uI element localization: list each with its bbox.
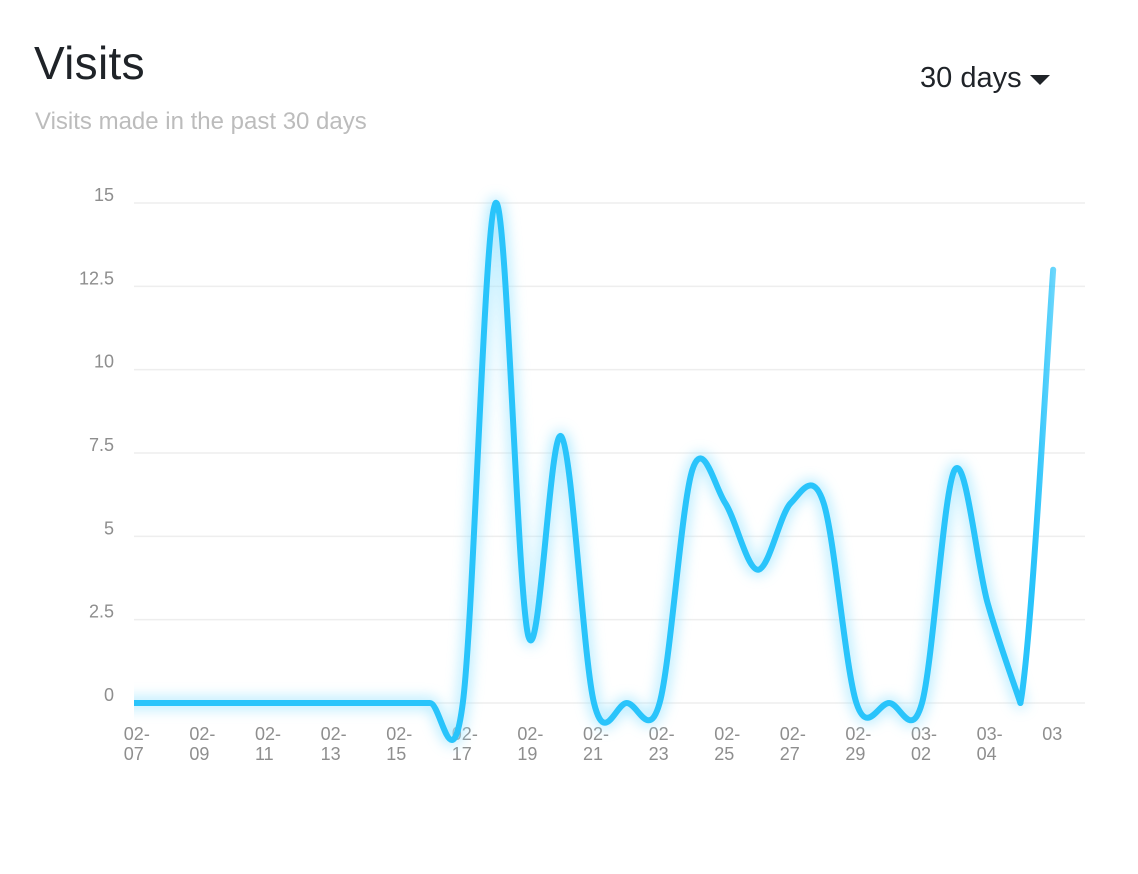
y-tick-label: 10 xyxy=(94,352,114,372)
x-tick-label: 02- xyxy=(845,724,871,744)
range-label[interactable]: 30 days xyxy=(920,62,1022,94)
x-tick-label: 02- xyxy=(517,724,543,744)
x-tick-label: 02- xyxy=(386,724,412,744)
x-tick-label: 19 xyxy=(517,744,537,764)
grid-layer xyxy=(134,202,1085,704)
x-tick-label: 21 xyxy=(583,744,603,764)
x-tick-label: 11 xyxy=(255,744,274,764)
page-title: Visits xyxy=(34,37,145,89)
series-line-tail xyxy=(1017,266,1057,706)
x-tick-label: 17 xyxy=(452,744,472,764)
x-tick-label: 03- xyxy=(911,724,937,744)
x-tick-label: 23 xyxy=(649,744,669,764)
x-tick-label: 27 xyxy=(780,744,800,764)
x-tick-label: 07 xyxy=(124,744,144,764)
x-tick-label: 02- xyxy=(714,724,740,744)
x-tick-label: 03- xyxy=(977,724,1003,744)
x-tick-label: 02- xyxy=(583,724,609,744)
x-tick-label: 02- xyxy=(649,724,675,744)
x-tick-label: 02- xyxy=(189,724,215,744)
range-dropdown[interactable]: 30 days xyxy=(920,62,1050,95)
caret-down-icon[interactable] xyxy=(1029,74,1050,85)
series-line xyxy=(134,199,1024,743)
subtitle: Visits made in the past 30 days xyxy=(35,108,367,135)
y-tick-label: 7.5 xyxy=(89,435,114,455)
x-tick-label: 13 xyxy=(321,744,341,764)
x-axis: 02-0702-0902-1102-1302-1502-1702-1902-21… xyxy=(124,724,1062,764)
y-tick-label: 5 xyxy=(104,518,114,538)
x-tick-label: 02- xyxy=(780,724,806,744)
x-tick-label: 15 xyxy=(386,744,406,764)
y-tick-label: 12.5 xyxy=(79,268,114,288)
x-tick-label: 02- xyxy=(124,724,150,744)
y-tick-label: 15 xyxy=(94,185,114,205)
y-axis: 0 2.5 5 7.5 10 12.5 15 xyxy=(79,185,114,705)
y-tick-label: 2.5 xyxy=(89,602,114,622)
x-tick-label: 25 xyxy=(714,744,734,764)
x-tick-label: 03 xyxy=(1042,724,1062,744)
x-tick-label: 02 xyxy=(911,744,931,764)
x-tick-label: 04 xyxy=(977,744,997,764)
x-tick-label: 09 xyxy=(189,744,209,764)
y-tick-label: 0 xyxy=(104,685,114,705)
x-tick-label: 02- xyxy=(255,724,281,744)
series-layer xyxy=(134,197,1057,745)
x-tick-label: 29 xyxy=(845,744,865,764)
x-tick-label: 02- xyxy=(321,724,347,744)
series-glow xyxy=(134,197,1026,745)
